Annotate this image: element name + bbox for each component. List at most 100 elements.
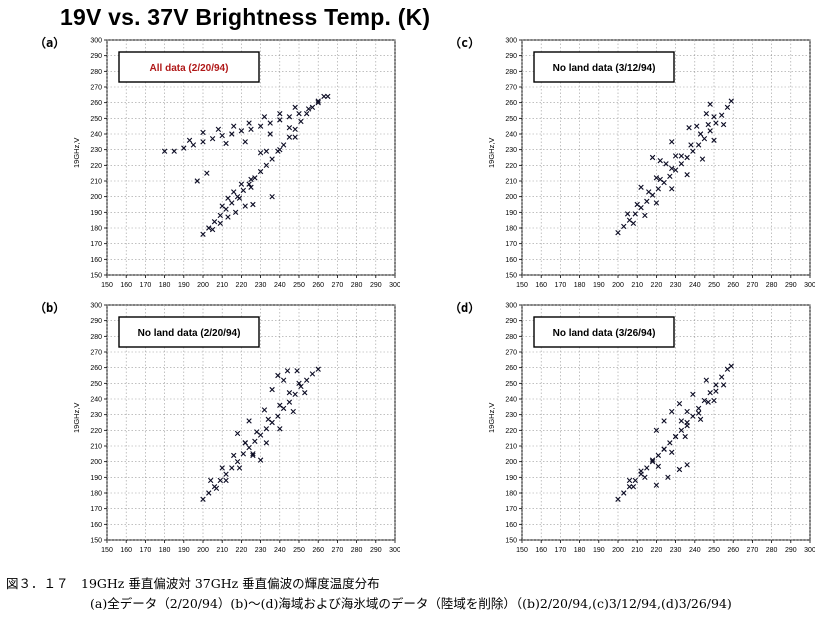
y-tick-label: 230: [505, 412, 517, 419]
data-point: [655, 463, 662, 470]
data-point: [676, 401, 683, 407]
y-tick-label: 280: [90, 69, 102, 76]
data-point: [240, 187, 247, 194]
x-tick-label: 150: [101, 547, 113, 554]
data-point: [248, 176, 254, 183]
data-point: [644, 198, 650, 205]
y-axis-label: 19GHz,V: [72, 403, 81, 433]
data-point: [678, 427, 685, 434]
data-point: [701, 397, 708, 404]
data-point: [672, 433, 679, 440]
data-point: [630, 484, 637, 490]
data-point: [246, 444, 252, 451]
data-point: [200, 496, 206, 502]
data-point: [292, 391, 298, 397]
y-tick-label: 200: [505, 194, 517, 201]
data-point: [697, 416, 704, 423]
data-point: [642, 212, 648, 219]
data-point: [634, 201, 640, 208]
panel-letter: （a）: [34, 36, 66, 50]
x-tick-label: 200: [197, 282, 209, 289]
data-point: [695, 410, 702, 416]
data-point: [277, 110, 283, 117]
data-point: [302, 390, 308, 396]
panel-title-box: [118, 316, 260, 348]
y-tick-label: 290: [90, 53, 102, 60]
data-point: [219, 465, 225, 471]
data-point: [229, 200, 235, 206]
y-tick-label: 250: [505, 116, 517, 123]
y-tick-label: 300: [90, 38, 102, 45]
data-point: [194, 178, 200, 184]
data-point: [309, 104, 316, 111]
y-tick-label: 290: [505, 53, 517, 60]
x-tick-label: 220: [651, 282, 663, 289]
data-point: [649, 457, 656, 463]
y-tick-label: 150: [90, 273, 102, 280]
y-tick-label: 190: [90, 210, 102, 217]
y-tick-label: 200: [505, 459, 517, 466]
x-tick-label: 160: [120, 547, 132, 554]
data-point: [236, 465, 243, 471]
data-point: [263, 426, 270, 432]
x-tick-label: 210: [216, 547, 228, 554]
data-point: [694, 123, 700, 129]
data-point: [684, 462, 690, 468]
x-tick-label: 250: [293, 547, 305, 554]
data-point: [695, 405, 702, 412]
series-points: [615, 363, 734, 502]
y-tick-label: 250: [90, 116, 102, 123]
x-tick-label: 180: [159, 547, 171, 554]
y-tick-label: 180: [505, 491, 517, 498]
data-point: [231, 452, 237, 459]
data-point: [711, 137, 717, 143]
y-tick-label: 280: [505, 69, 517, 76]
y-tick-label: 170: [90, 506, 102, 513]
y-tick-label: 250: [90, 381, 102, 388]
y-tick-label: 210: [505, 179, 517, 186]
x-tick-label: 250: [293, 282, 305, 289]
data-point: [713, 120, 719, 126]
data-point: [294, 368, 300, 374]
figure-caption: 図３．１７ 19GHz 垂直偏波対 37GHz 垂直偏波の輝度温度分布 (a)全…: [6, 574, 826, 614]
y-tick-label: 260: [90, 100, 102, 107]
data-point: [206, 225, 212, 231]
data-point: [248, 126, 254, 132]
data-point: [655, 452, 662, 459]
x-tick-label: 300: [804, 282, 815, 289]
data-point: [248, 184, 254, 190]
data-point: [657, 176, 663, 183]
data-point: [231, 123, 237, 129]
y-tick-label: 170: [505, 241, 517, 248]
data-point: [303, 110, 310, 117]
y-tick-label: 150: [505, 273, 517, 280]
data-point: [161, 148, 168, 154]
x-tick-label: 230: [255, 547, 267, 554]
data-point: [690, 391, 696, 397]
caption-line-2: (a)全データ（2/20/94）(b)～(d)海域および海氷域のデータ（陸域を削…: [90, 596, 732, 611]
x-tick-label: 180: [574, 547, 586, 554]
data-point: [257, 457, 264, 463]
data-point: [275, 372, 281, 379]
data-point: [661, 418, 667, 424]
data-point: [204, 170, 210, 176]
data-point: [657, 157, 663, 164]
y-tick-label: 200: [90, 459, 102, 466]
data-point: [697, 131, 704, 137]
data-point: [269, 156, 275, 162]
data-point: [642, 474, 648, 481]
data-point: [190, 142, 197, 148]
x-tick-label: 270: [747, 547, 759, 554]
panel-letter: （d）: [449, 301, 481, 315]
data-point: [728, 98, 734, 104]
y-tick-label: 240: [90, 397, 102, 404]
data-point: [267, 131, 273, 137]
scatter-plot-b: 150 160 170 180 190 200 210 220 230 240 250 260 270 2…: [72, 303, 400, 555]
y-tick-label: 250: [505, 381, 517, 388]
data-point: [296, 110, 302, 117]
data-point: [669, 165, 675, 172]
panel-title-box: [533, 316, 675, 348]
y-tick-label: 230: [90, 147, 102, 154]
y-tick-label: 210: [90, 444, 102, 451]
data-point: [315, 366, 321, 372]
